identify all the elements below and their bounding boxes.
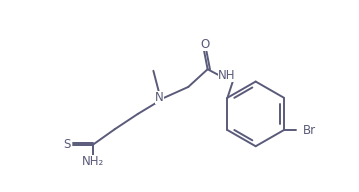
Text: N: N — [155, 91, 164, 104]
Text: Br: Br — [303, 124, 316, 137]
Text: NH: NH — [218, 69, 236, 82]
Text: S: S — [63, 138, 70, 151]
Text: NH₂: NH₂ — [82, 155, 104, 168]
Text: O: O — [200, 38, 209, 51]
